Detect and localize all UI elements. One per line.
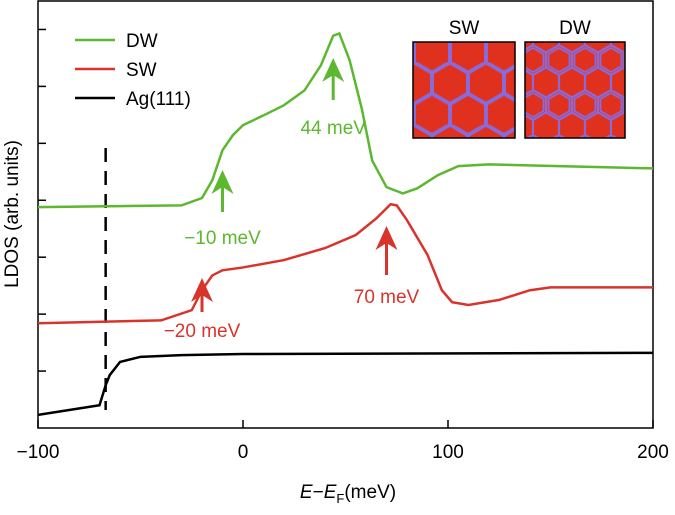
- inset-label: SW: [449, 18, 480, 39]
- x-label-part: E: [300, 482, 313, 503]
- y-axis-label: LDOS (arb. units): [2, 140, 23, 288]
- annotation: −10 meV: [184, 228, 261, 249]
- series-line: [37, 351, 654, 417]
- legend-label: SW: [126, 60, 157, 81]
- inset-label: DW: [559, 18, 591, 39]
- annotation: 44 meV: [300, 118, 366, 139]
- x-axis-label: E−EF(meV): [300, 482, 396, 506]
- annotation-arrow-head: [322, 58, 345, 82]
- x-tick-label: 0: [238, 442, 249, 463]
- annotation: 70 meV: [354, 287, 420, 308]
- x-tick-label: −100: [17, 442, 60, 463]
- inset-sw: [412, 41, 516, 139]
- annotation-arrow-head: [211, 170, 234, 194]
- inset-dw: [524, 41, 626, 139]
- x-tick-label: 200: [637, 442, 669, 463]
- x-label-part: F: [336, 491, 344, 506]
- plot-frame: [37, 0, 654, 429]
- annotation-arrow-head: [375, 226, 398, 250]
- series-line: [37, 202, 653, 325]
- annotation-arrow-head: [191, 278, 213, 302]
- x-label-part: −: [313, 482, 324, 503]
- series-line: [37, 31, 654, 209]
- x-label-part: (meV): [344, 482, 396, 503]
- legend-label: Ag(111): [126, 89, 191, 110]
- x-label-part: E: [324, 482, 337, 503]
- legend-label: DW: [126, 31, 158, 52]
- x-tick-label: 100: [432, 442, 464, 463]
- annotation: −20 meV: [164, 321, 241, 342]
